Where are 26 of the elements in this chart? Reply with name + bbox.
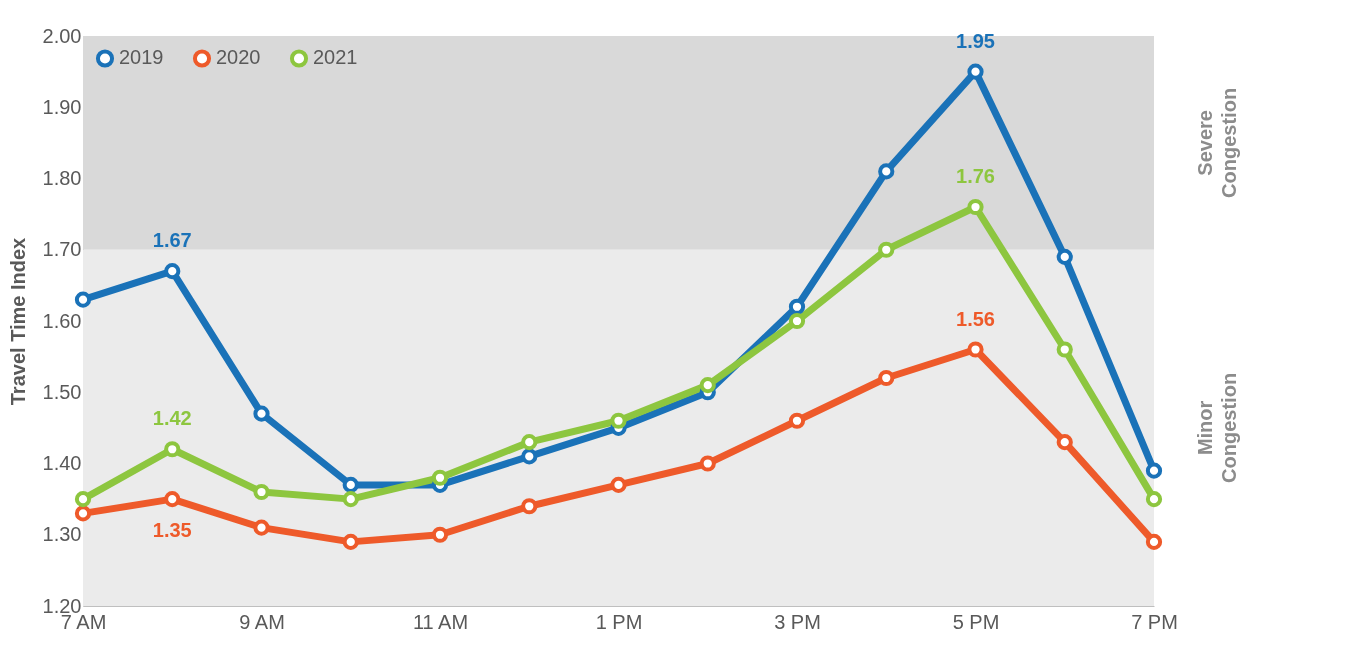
x-tick-label: 9 AM [239,610,285,633]
data-label: 1.67 [152,229,192,252]
y-tick-label: 1.30 [42,523,82,546]
y-tick-label: 1.70 [42,238,82,261]
x-tick-label: 11 AM [412,610,469,633]
legend-label: 2019 [119,46,164,69]
x-tick-label: 5 PM [952,610,1000,633]
band-label: Severe Congestion [1194,87,1240,198]
x-tick-label: 7 PM [1131,610,1178,633]
y-tick-label: 1.60 [42,309,82,332]
data-label: 1.42 [152,407,192,430]
band-label: Minor Congestion [1194,372,1240,483]
y-tick-label: 1.80 [42,167,82,189]
y-tick-label: 1.40 [42,452,82,474]
x-tick-label: 1 PM [595,610,643,633]
data-label: 1.56 [956,307,995,330]
x-tick-label: 3 PM [774,610,821,633]
y-tick-label: 1.50 [42,380,82,403]
y-tick-label: 2.00 [42,24,82,47]
data-label: 1.35 [152,519,192,542]
data-label: 1.76 [956,165,995,187]
data-label: 1.95 [956,29,995,52]
y-axis-title: Travel Time Index [6,237,29,406]
legend-label: 2020 [216,46,261,69]
legend-label: 2021 [313,46,358,69]
y-tick-label: 1.90 [42,95,82,118]
